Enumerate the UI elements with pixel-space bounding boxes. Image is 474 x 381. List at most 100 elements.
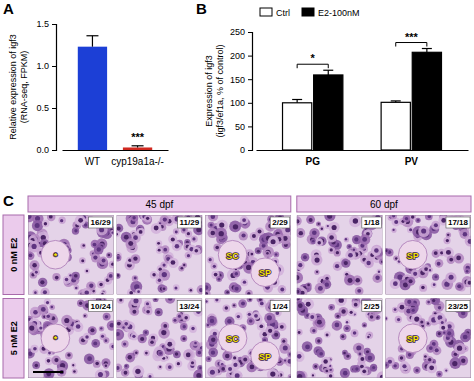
- cell: [360, 234, 371, 245]
- nucleus: [233, 224, 238, 229]
- tick-mark: [248, 150, 252, 151]
- cell: [207, 257, 214, 264]
- nucleus: [211, 338, 215, 342]
- nucleus: [67, 353, 70, 356]
- nucleus: [332, 225, 337, 230]
- cell: [285, 356, 291, 367]
- cell: [40, 288, 49, 295]
- nucleus: [76, 324, 81, 329]
- micrograph-background: [205, 299, 291, 379]
- nucleus: [139, 230, 143, 234]
- cell: [130, 307, 139, 316]
- tick-mark: [52, 150, 56, 151]
- nucleus: [241, 302, 245, 306]
- bar: [314, 75, 343, 150]
- cell: [168, 258, 178, 268]
- micrograph-frame: [205, 215, 291, 295]
- cell: [32, 361, 40, 369]
- tick-label: 1.5: [36, 19, 49, 29]
- nucleus: [233, 356, 236, 359]
- cell: [335, 299, 347, 306]
- nucleus: [49, 215, 53, 219]
- cell: [117, 329, 125, 341]
- cell: [426, 363, 437, 374]
- cell: [355, 287, 364, 295]
- cell: [121, 368, 130, 377]
- cell: [161, 322, 169, 330]
- tissue-region: [251, 341, 280, 370]
- nucleus: [318, 223, 320, 225]
- nucleus: [218, 278, 221, 281]
- cell: [61, 315, 72, 326]
- cell: [214, 299, 221, 304]
- nucleus: [134, 277, 137, 280]
- cell: [465, 236, 471, 247]
- tick-mark: [248, 126, 252, 127]
- cell: [379, 259, 382, 265]
- nucleus: [309, 218, 313, 222]
- nucleus: [145, 352, 148, 355]
- cell: [117, 273, 121, 279]
- significance-bracket: [297, 64, 328, 68]
- nucleus: [117, 366, 120, 370]
- nucleus: [251, 253, 254, 256]
- nucleus: [446, 239, 449, 242]
- axis-title: Expression of igf3(igf3/ef1a, % of contr…: [204, 44, 225, 137]
- nucleus: [336, 251, 339, 254]
- nucleus: [327, 215, 332, 219]
- cell: [47, 215, 56, 221]
- micrograph: 2/25: [293, 294, 388, 381]
- nucleus: [421, 286, 425, 290]
- cell: [431, 282, 437, 288]
- tick-mark: [52, 24, 56, 25]
- nucleus: [438, 332, 441, 335]
- cell: [144, 350, 150, 356]
- nucleus: [298, 303, 303, 308]
- cell: [324, 331, 331, 338]
- nucleus: [356, 346, 361, 351]
- cell: [193, 341, 199, 347]
- cell: [183, 349, 195, 361]
- cell: [297, 329, 303, 335]
- nucleus: [428, 358, 431, 361]
- nucleus: [205, 300, 207, 302]
- cell: [29, 241, 40, 252]
- cell: [153, 347, 165, 359]
- cell: [423, 353, 429, 359]
- micrograph: 1/18: [291, 210, 386, 298]
- cell: [370, 364, 377, 371]
- cell: [442, 330, 447, 335]
- cell: [265, 326, 275, 336]
- cell: [460, 332, 470, 342]
- nucleus: [117, 322, 121, 326]
- nucleus: [158, 249, 161, 252]
- header-box: [28, 196, 291, 212]
- cell: [107, 272, 114, 280]
- tick: cyp19a1a-/-: [111, 150, 164, 167]
- nucleus: [348, 245, 350, 247]
- cell: [124, 364, 129, 369]
- nucleus: [98, 372, 103, 377]
- nucleus: [468, 281, 471, 285]
- panel-label: A: [3, 0, 14, 17]
- cell: [327, 232, 337, 242]
- cell: [205, 290, 210, 294]
- cell: [173, 350, 181, 358]
- micrograph-frame: [28, 215, 114, 295]
- tick-label: 1.0: [36, 61, 49, 71]
- axis-line: [63, 150, 169, 151]
- tick-mark: [248, 56, 252, 57]
- nucleus: [146, 302, 149, 305]
- nucleus: [270, 371, 275, 376]
- nucleus: [219, 223, 224, 228]
- cell: [51, 356, 60, 365]
- micrograph-mark: *: [54, 251, 58, 261]
- nucleus: [298, 331, 301, 334]
- nucleus: [35, 364, 38, 367]
- nucleus: [125, 365, 127, 367]
- cell: [83, 333, 91, 341]
- nucleus: [132, 310, 136, 314]
- cell: [29, 260, 39, 270]
- nucleus: [341, 309, 345, 313]
- cell: [103, 313, 111, 321]
